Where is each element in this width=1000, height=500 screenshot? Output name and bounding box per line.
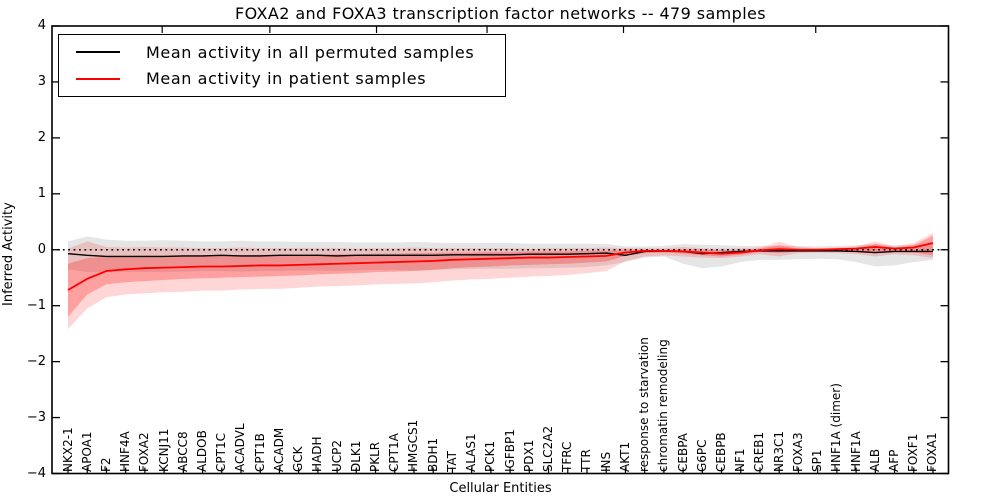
x-tick-label: KCNJ11 bbox=[156, 428, 171, 472]
x-tick-label: AKT1 bbox=[617, 441, 632, 472]
y-tick-label: −1 bbox=[26, 297, 46, 313]
x-tick-label: NF1 bbox=[733, 448, 748, 472]
x-tick-label: FOXA1 bbox=[925, 432, 940, 472]
x-tick-label: PKLR bbox=[368, 441, 383, 472]
x-tick-label: BDH1 bbox=[425, 437, 440, 472]
x-tick-label: GCK bbox=[291, 446, 306, 472]
y-tick-label: −4 bbox=[26, 465, 46, 481]
x-tick-label: CPT1A bbox=[387, 433, 402, 472]
y-tick-label: 1 bbox=[37, 185, 46, 201]
x-tick-label: FOXA2 bbox=[137, 432, 152, 472]
x-axis-title: Cellular Entities bbox=[449, 481, 552, 496]
x-tick-label: CEBPA bbox=[675, 433, 690, 472]
legend-entry-permuted: Mean activity in all permuted samples bbox=[59, 43, 505, 62]
legend-line-sample-red bbox=[76, 77, 120, 80]
y-tick-label: 2 bbox=[37, 129, 46, 145]
x-tick-label: ALB bbox=[867, 448, 882, 472]
x-tick-label: INS bbox=[598, 451, 613, 472]
x-tick-label: SP1 bbox=[810, 449, 825, 473]
x-tick-label: G6PC bbox=[694, 439, 709, 472]
x-tick-label: FOXA3 bbox=[790, 432, 805, 472]
y-tick-label: 3 bbox=[37, 73, 46, 89]
x-tick-label: NKX2-1 bbox=[60, 427, 75, 472]
y-tick-label: −3 bbox=[26, 409, 46, 425]
x-tick-label: SLC2A2 bbox=[541, 425, 556, 472]
x-tick-label: TTR bbox=[579, 449, 594, 472]
legend-label-permuted: Mean activity in all permuted samples bbox=[146, 42, 475, 62]
patient-mean-line bbox=[67, 242, 934, 291]
x-tick-label: AFP bbox=[887, 449, 902, 472]
x-tick-label: CPT1B bbox=[252, 433, 267, 472]
x-tick-label: ABCC8 bbox=[175, 431, 190, 472]
x-tick-label: NR3C1 bbox=[771, 431, 786, 472]
x-tick-label: IGFBP1 bbox=[502, 429, 517, 472]
x-tick-label: HNF4A bbox=[118, 431, 133, 472]
permuted-mean-line bbox=[67, 250, 933, 258]
legend-label-patient: Mean activity in patient samples bbox=[146, 69, 427, 89]
x-tick-label: PDX1 bbox=[521, 439, 536, 472]
x-tick-label: HNF1A bbox=[848, 431, 863, 472]
patient-range-outer-area bbox=[68, 232, 933, 330]
x-tick-label: CREB1 bbox=[752, 431, 767, 472]
x-tick-label: HMGCS1 bbox=[406, 419, 421, 472]
y-tick-label: 0 bbox=[37, 241, 46, 257]
chart-title: FOXA2 and FOXA3 transcription factor net… bbox=[234, 4, 767, 23]
y-tick-label: −2 bbox=[26, 353, 46, 369]
x-tick-label: F2 bbox=[98, 457, 113, 472]
x-tick-label: ALDOB bbox=[195, 430, 210, 472]
x-tick-label: ACADM bbox=[271, 427, 286, 472]
x-tick-label: UCP2 bbox=[329, 439, 344, 472]
legend-box: Mean activity in all permuted samples Me… bbox=[58, 34, 506, 97]
x-tick-label: CPT1C bbox=[214, 433, 229, 472]
x-tick-label: CEBPB bbox=[714, 432, 729, 472]
x-tick-label: PCK1 bbox=[483, 440, 498, 472]
x-tick-label: HADH bbox=[310, 436, 325, 473]
legend-line-sample-black bbox=[76, 51, 120, 54]
x-tick-label: HNF1A (dimer) bbox=[829, 383, 844, 472]
y-tick-label: 4 bbox=[37, 18, 46, 33]
x-tick-label: ALAS1 bbox=[464, 433, 479, 472]
x-tick-label: TAT bbox=[444, 450, 459, 472]
x-tick-label: response to starvation bbox=[637, 337, 652, 472]
x-tick-label: chromatin remodeling bbox=[656, 339, 671, 472]
x-tick-label: TFRC bbox=[560, 441, 575, 472]
x-tick-label: FOXF1 bbox=[906, 433, 921, 472]
x-tick-label: APOA1 bbox=[79, 431, 94, 472]
legend-entry-patient: Mean activity in patient samples bbox=[59, 69, 505, 88]
x-tick-label: DLK1 bbox=[348, 440, 363, 472]
x-tick-label: ACADVL bbox=[233, 423, 248, 472]
